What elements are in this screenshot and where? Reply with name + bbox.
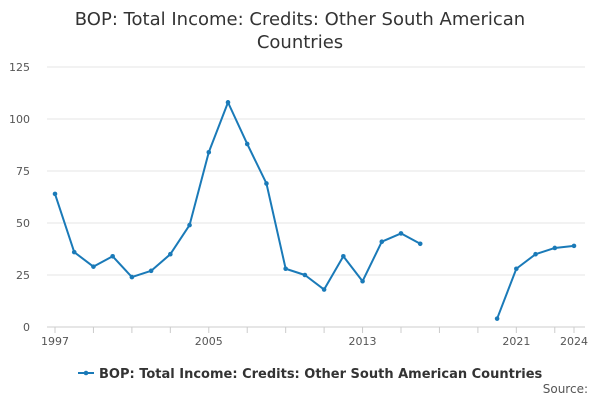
data-point-2004 <box>187 222 192 228</box>
legend-label: BOP: Total Income: Credits: Other South … <box>99 367 543 382</box>
data-point-2020 <box>494 316 500 321</box>
y-tick-label-50: 50 <box>16 217 30 230</box>
y-axis: 0 25 50 75 100 125 <box>9 61 30 334</box>
x-axis: 1997 2005 2013 2021 2024 <box>41 326 588 348</box>
data-point-2008 <box>264 181 269 186</box>
series-line-0-segment-0 <box>54 101 421 291</box>
data-point-2010 <box>302 272 308 278</box>
data-point-2009 <box>283 266 288 272</box>
data-point-1998 <box>71 249 77 255</box>
data-point-2000 <box>110 253 115 259</box>
y-tick-label-25: 25 <box>16 269 30 282</box>
data-point-2013 <box>360 278 365 284</box>
y-tick-label-75: 75 <box>16 165 30 178</box>
data-point-2015 <box>398 231 404 236</box>
data-point-2006 <box>225 100 231 105</box>
y-tick-label-100: 100 <box>9 113 30 126</box>
data-point-2003 <box>168 251 173 257</box>
series-line-0-segment-1 <box>496 244 575 320</box>
chart-title-line-2: Countries <box>256 32 344 53</box>
x-tick-label-2024: 2024 <box>560 335 588 348</box>
x-tick-label-1997: 1997 <box>41 335 69 348</box>
x-tick-label-2021: 2021 <box>502 335 530 348</box>
data-point-2016 <box>417 241 423 247</box>
data-point-2021 <box>514 266 519 272</box>
x-tick-label-2013: 2013 <box>349 335 377 348</box>
data-point-2007 <box>244 141 250 147</box>
y-tick-label-0: 0 <box>23 321 30 334</box>
data-point-2001 <box>129 274 135 280</box>
data-point-2002 <box>148 268 154 274</box>
source-label: Source: <box>542 382 588 396</box>
chart-title-line-1: BOP: Total Income: Credits: Other South … <box>74 9 526 30</box>
data-point-2011 <box>321 287 327 292</box>
series-lines <box>54 101 575 320</box>
legend: BOP: Total Income: Credits: Other South … <box>78 367 543 382</box>
gridlines <box>47 66 585 276</box>
data-point-2024 <box>571 243 577 249</box>
data-point-1999 <box>91 264 96 269</box>
data-point-1997 <box>52 191 58 197</box>
y-tick-label-125: 125 <box>9 61 30 74</box>
data-point-2005 <box>206 149 212 155</box>
data-point-2012 <box>341 253 346 259</box>
x-tick-label-2005: 2005 <box>195 335 223 348</box>
data-point-2023 <box>552 245 558 251</box>
series-points <box>52 100 577 321</box>
chart-title: BOP: Total Income: Credits: Other South … <box>0 8 600 54</box>
data-point-2022 <box>533 251 538 257</box>
data-point-2014 <box>379 239 385 245</box>
legend-point-marker <box>83 370 89 376</box>
